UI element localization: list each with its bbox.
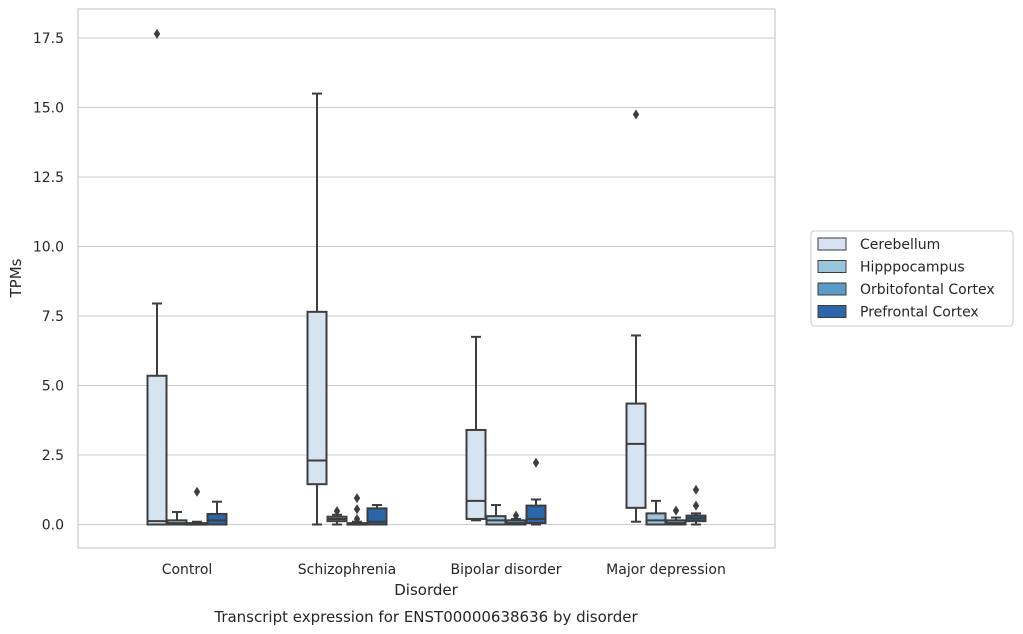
box-body [306,310,328,486]
y-tick-label: 12.5 [33,170,64,186]
box-3-3 [685,484,707,526]
outlier-point [153,28,161,39]
box-1-1 [326,506,348,526]
legend-label: Prefrontal Cortex [860,305,979,321]
box-body [206,512,228,526]
outlier-point [532,457,540,468]
legend: Cerebellum Hipppocampus Orbitofontal Corte… [810,230,1014,327]
box-2-0 [465,335,487,522]
box-0-0 [146,28,168,526]
box-body [645,512,667,526]
legend-swatch [817,282,847,296]
box-1-3 [366,504,388,526]
outlier-point [672,505,680,516]
outlier-point [632,109,640,120]
outlier-point [512,510,520,521]
plot-area [78,9,775,548]
box-1-2 [346,493,368,526]
box-series-group [146,28,707,526]
x-tick-label: Schizophrenia [298,562,396,578]
x-tick-label: Control [162,562,213,578]
box-2-2 [505,510,527,526]
outlier-point [353,493,361,504]
box-3-0 [625,109,647,523]
x-tick-label: Major depression [606,562,726,578]
y-tick-label: 2.5 [42,448,64,464]
legend-label: Orbitofontal Cortex [860,282,995,298]
y-tick-label: 10.0 [33,240,64,256]
legend-swatch [817,260,847,273]
legend-swatch [817,237,847,251]
box-body [465,428,487,520]
outlier-point [353,504,361,515]
box-2-1 [485,504,507,526]
box-3-1 [645,499,667,526]
outlier-point [692,500,700,511]
y-tick-label: 7.5 [42,309,64,325]
box-body [525,504,547,525]
legend-label: Cerebellum [860,237,940,253]
box-3-2 [665,505,687,526]
x-tick-label: Bipolar disorder [450,562,561,578]
gridlines [78,37,775,526]
y-tick-label: 17.5 [33,31,64,47]
y-tick-label: 0.0 [42,518,64,534]
box-2-3 [525,457,547,526]
x-axis-ticks: Control Schizophrenia Bipolar disorder Majo… [162,562,726,578]
box-body [625,402,647,509]
legend-label: Hipppocampus [860,260,965,276]
box-0-3 [206,500,228,526]
y-axis-ticks: 0.0 2.5 5.0 7.5 10.0 12.5 15.0 17.5 [33,31,64,534]
y-axis-title: TPMs [7,258,25,298]
outlier-point [353,513,361,524]
outlier-point [333,506,341,517]
box-1-0 [306,92,328,526]
plot-frame [77,8,776,549]
outlier-point [692,484,700,495]
outlier-point [193,486,201,497]
box-body [366,507,388,526]
chart-caption: Transcript expression for ENST0000063863… [213,608,638,626]
legend-swatch [817,305,847,318]
box-body [146,374,168,526]
y-tick-label: 15.0 [33,101,64,117]
x-axis-title: Disorder [394,581,458,599]
y-tick-label: 5.0 [42,379,64,395]
legend-frame [810,230,1014,327]
